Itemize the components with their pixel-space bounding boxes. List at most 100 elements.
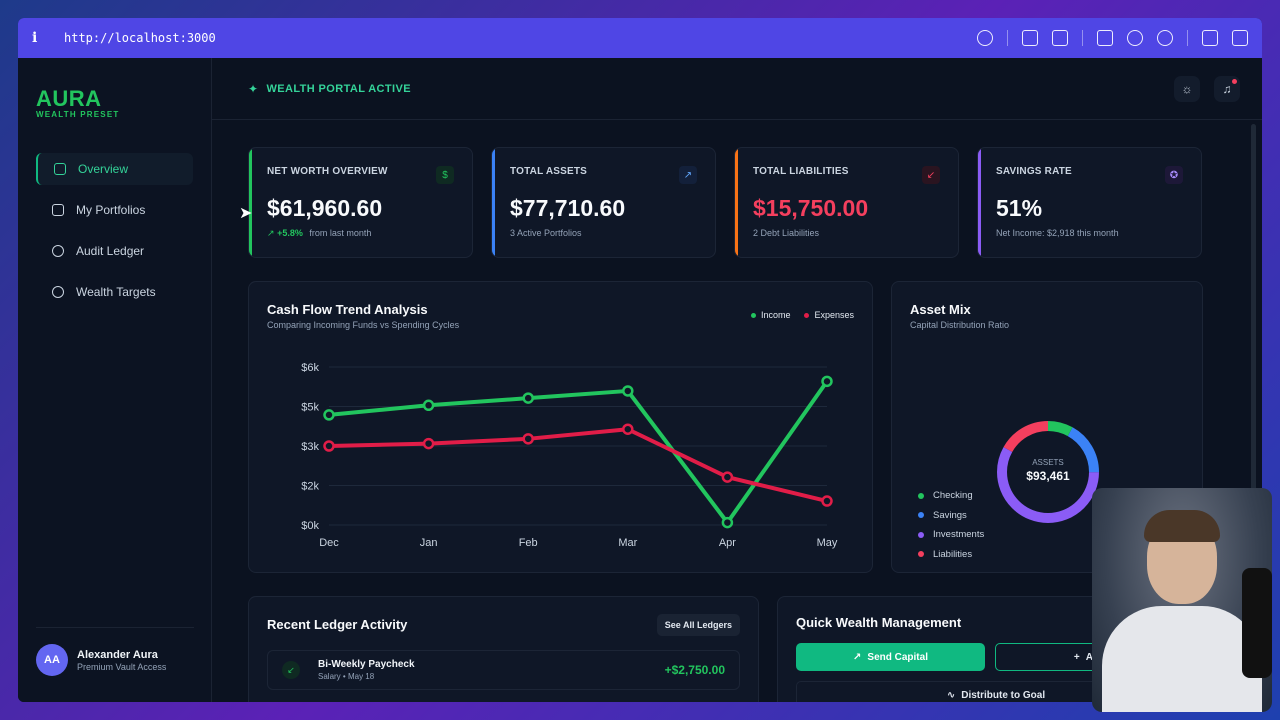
sidebar: AURA WEALTH PRESET Overview My Portfolio… (18, 58, 212, 702)
dollar-icon: $ (436, 166, 454, 184)
camera-icon[interactable] (1052, 30, 1068, 46)
card-subtitle: Net Income: $2,918 this month (996, 228, 1119, 238)
info-icon[interactable]: i (32, 30, 38, 46)
presenter-body (1102, 606, 1262, 712)
legend-dot (918, 551, 924, 558)
x-tick-label: Feb (519, 537, 538, 549)
panel-title: Cash Flow Trend Analysis (267, 302, 428, 317)
sidebar-item-label: Wealth Targets (76, 285, 156, 299)
sidebar-item-wealth-targets[interactable]: Wealth Targets (36, 276, 193, 308)
data-point[interactable] (522, 392, 534, 404)
legend-label: Savings (933, 509, 967, 521)
user-name: Alexander Aura (77, 648, 158, 661)
card-label: TOTAL LIABILITIES (753, 166, 849, 177)
sidebar-item-overview[interactable]: Overview (36, 153, 193, 185)
sidebar-item-audit-ledger[interactable]: Audit Ledger (36, 235, 193, 267)
microphone (1242, 568, 1272, 678)
card-label: SAVINGS RATE (996, 166, 1072, 177)
legend-label: Checking (933, 490, 973, 502)
card-value: $77,710.60 (510, 195, 626, 221)
change-caption: from last month (309, 228, 372, 238)
data-point[interactable] (522, 433, 534, 445)
panel-subtitle: Comparing Incoming Funds vs Spending Cyc… (267, 320, 460, 330)
data-point[interactable] (422, 437, 435, 450)
send-capital-button[interactable]: ↗ Send Capital (796, 643, 985, 671)
total-assets-card: TOTAL ASSETS ↗ $77,710.60 3 Active Portf… (491, 147, 716, 258)
notifications-button[interactable]: ♫ (1214, 75, 1240, 102)
screenshot-icon[interactable] (1022, 30, 1038, 46)
sidebar-toggle-icon[interactable] (1232, 30, 1248, 46)
asset-donut-chart: ASSETS $93,461 (997, 421, 1099, 523)
x-tick-label: Jan (420, 537, 438, 549)
legend-income[interactable]: Income (750, 310, 791, 320)
card-value: 51% (996, 195, 1043, 221)
portal-status-label: WEALTH PORTAL ACTIVE (266, 82, 411, 95)
toolbar-divider (1187, 30, 1188, 46)
url-text[interactable]: http://localhost:3000 (64, 31, 216, 45)
legend-label: Investments (933, 529, 985, 541)
x-tick-label: Mar (618, 537, 637, 549)
sun-icon: ☼ (1181, 81, 1193, 96)
brand-logo[interactable]: AURA (36, 86, 102, 111)
award-icon: ✪ (1165, 166, 1183, 184)
crosshair-icon[interactable] (1157, 30, 1173, 46)
legend-label: Income (760, 310, 791, 320)
data-point[interactable] (422, 399, 435, 412)
see-all-ledgers-button[interactable]: See All Ledgers (656, 614, 740, 636)
data-point[interactable] (721, 471, 734, 483)
legend-expenses[interactable]: Expenses (804, 310, 854, 320)
cash-flow-panel: Cash Flow Trend Analysis Comparing Incom… (248, 281, 873, 573)
sidebar-item-label: Audit Ledger (76, 244, 145, 258)
ledger-amount: +$2,750.00 (664, 663, 725, 677)
data-point[interactable] (721, 516, 734, 529)
arrow-down-left-icon: ↙ (922, 166, 940, 184)
top-bar: ✦ WEALTH PORTAL ACTIVE ☼ ♫ (212, 58, 1262, 120)
link-icon[interactable] (977, 30, 993, 46)
user-subtitle: Premium Vault Access (77, 661, 167, 672)
panel-subtitle: Capital Distribution Ratio (910, 320, 1010, 330)
legend-dot (750, 313, 756, 319)
legend-dot (918, 512, 924, 519)
ledger-category: Salary (318, 672, 341, 681)
legend-savings: Savings (918, 506, 984, 526)
card-value: $15,750.00 (753, 195, 869, 221)
data-point[interactable] (821, 495, 833, 507)
plus-icon: + (1073, 651, 1080, 663)
donut-slice-checking[interactable] (997, 421, 1099, 523)
ledger-row[interactable]: ↙ Bi-Weekly Paycheck Salary • May 18 +$2… (267, 650, 740, 690)
brand-tagline: WEALTH PRESET (36, 110, 120, 119)
data-point[interactable] (622, 385, 634, 397)
asset-mix-legend: Checking Savings Investments Liabilities (918, 486, 984, 564)
user-profile[interactable]: AA Alexander Aura Premium Vault Access (36, 627, 194, 676)
sidebar-item-label: My Portfolios (76, 203, 146, 217)
legend-dot (804, 313, 810, 319)
data-point[interactable] (323, 409, 335, 421)
scrollbar[interactable] (1251, 124, 1256, 504)
history-icon (52, 245, 64, 257)
data-point[interactable] (821, 375, 833, 388)
data-point[interactable] (323, 440, 335, 452)
grid-icon (54, 163, 66, 175)
sidebar-item-portfolios[interactable]: My Portfolios (36, 194, 193, 226)
panel-title: Recent Ledger Activity (267, 617, 408, 632)
terminal-icon[interactable] (1097, 30, 1113, 46)
y-tick-label: $3k (301, 441, 319, 453)
browser-window: i http://localhost:3000 AURA WEALTH PRES… (18, 18, 1262, 702)
presenter-hair (1144, 510, 1220, 542)
extension-icon[interactable] (1202, 30, 1218, 46)
theme-toggle-button[interactable]: ☼ (1174, 75, 1200, 102)
donut-slice-savings[interactable] (997, 421, 1099, 523)
bell-icon: ♫ (1222, 81, 1232, 96)
data-point[interactable] (622, 423, 634, 435)
donut-center-label: ASSETS (1032, 458, 1064, 467)
card-subtitle: ↗ +5.8% from last month (267, 228, 454, 239)
globe-icon[interactable] (1127, 30, 1143, 46)
legend-label: Expenses (814, 310, 854, 320)
ledger-panel: Recent Ledger Activity See All Ledgers ↙… (248, 596, 759, 702)
button-label: Distribute to Goal (961, 689, 1046, 701)
arrow-up-right-icon: ↗ (853, 651, 862, 663)
donut-slice-investments[interactable] (997, 421, 1099, 523)
notification-dot (1232, 78, 1237, 84)
separator-dot: • (342, 672, 348, 681)
card-label: TOTAL ASSETS (510, 166, 588, 177)
